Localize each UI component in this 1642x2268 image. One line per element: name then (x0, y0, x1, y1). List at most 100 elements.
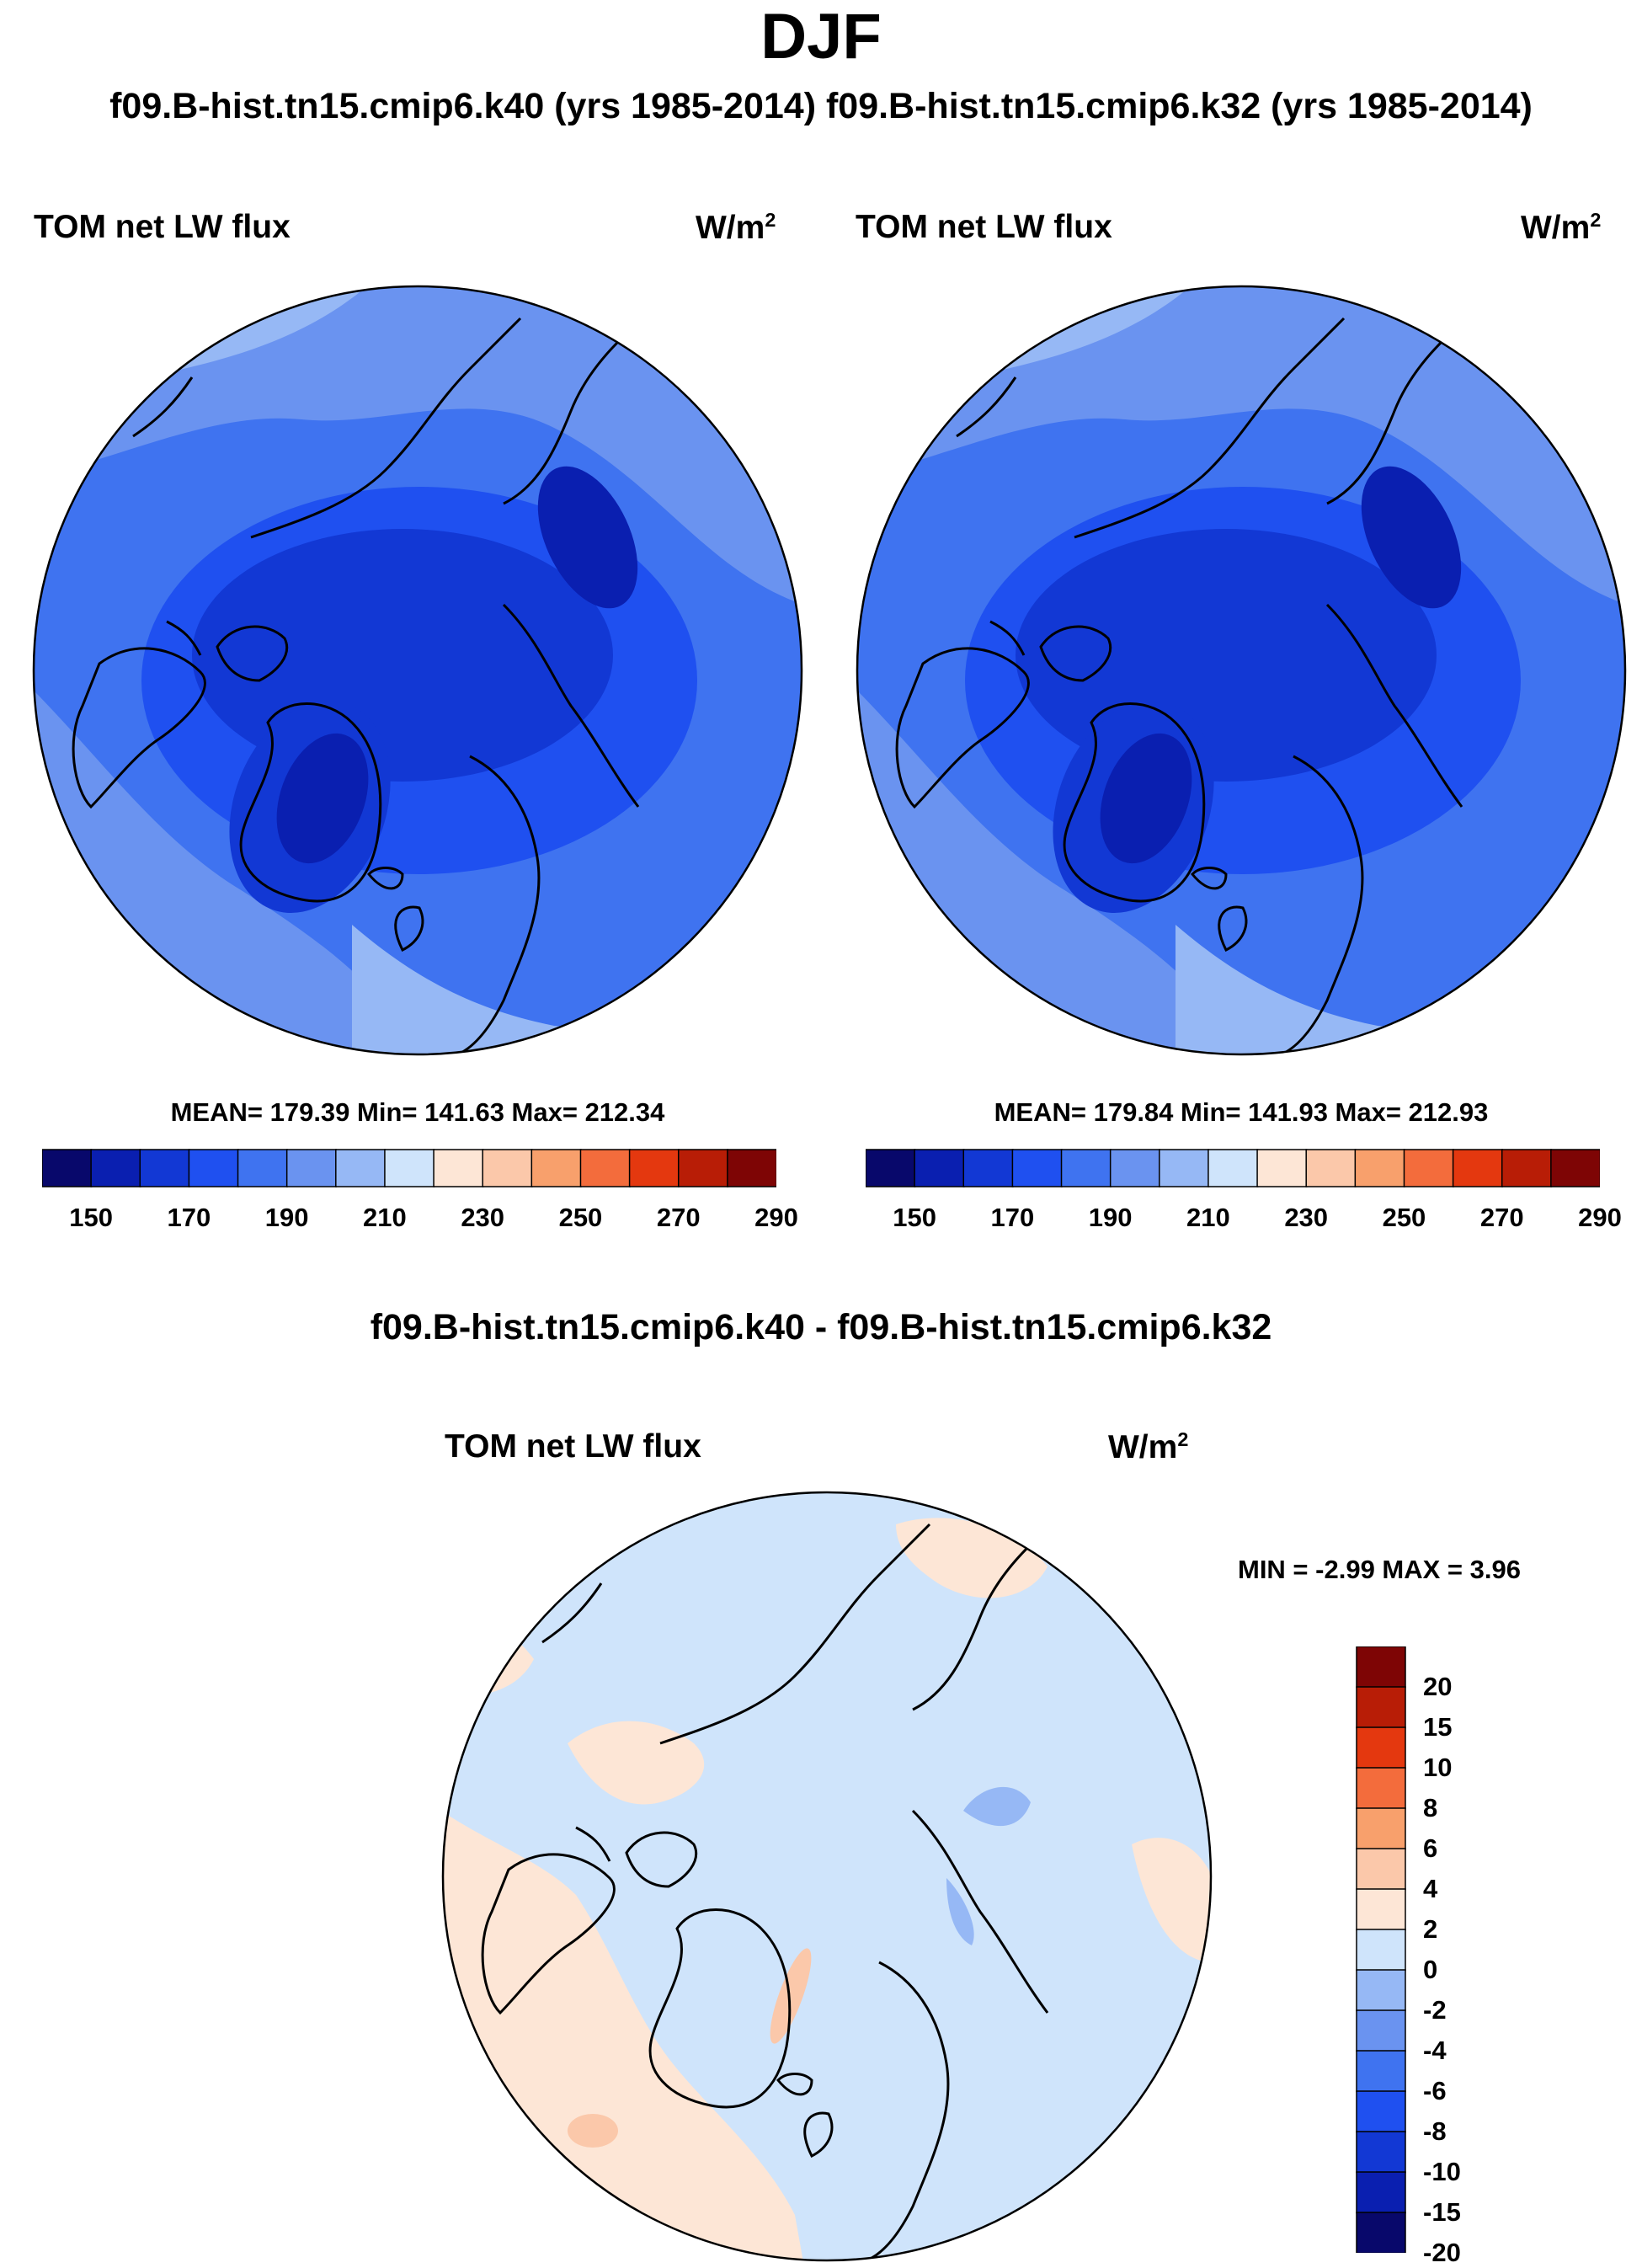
diff-variable-label: TOM net LW flux (445, 1428, 701, 1465)
panel2-colorbar-swatch (866, 1149, 916, 1187)
difference-colorbar-tick-label: -15 (1423, 2197, 1461, 2227)
difference-colorbar-swatch (1356, 1848, 1406, 1891)
panel1-field-core (192, 529, 613, 782)
difference-colorbar-swatch (1356, 1767, 1406, 1810)
panel1-colorbar-swatch (482, 1149, 533, 1187)
panel2-colorbar-swatch (1109, 1149, 1161, 1187)
panel2-colorbar-swatch (1256, 1149, 1308, 1187)
panel2-colorbar-swatch (1550, 1149, 1600, 1187)
diff-field-atlantic-peak (568, 2114, 618, 2148)
panel2-coastlines (895, 308, 1479, 1054)
panel2-colorbar-tick-label: 290 (1578, 1203, 1622, 1232)
panel1-colorbar-ticks: 150 170 190 210 230 250 270 290 (42, 1203, 798, 1236)
difference-colorbar-tick-label: -20 (1423, 2238, 1461, 2267)
panel1-colorbar-tick-label: 270 (656, 1203, 701, 1232)
panel2-colorbar-swatch (1501, 1149, 1553, 1187)
panel1-colorbar-tick-label: 150 (69, 1203, 113, 1232)
panel2-colorbar-swatch (1011, 1149, 1063, 1187)
panel2-colorbar (866, 1149, 1600, 1187)
panel2-field-siberia-core (1361, 466, 1462, 609)
diff-field-east-positive (1132, 1838, 1211, 1962)
panel2-variable-label: TOM net LW flux (856, 209, 1112, 245)
difference-colorbar-swatch (1356, 1726, 1406, 1769)
panel1-field-siberia-core (537, 466, 638, 609)
panel2-colorbar-swatch (1403, 1149, 1454, 1187)
panel1-colorbar (42, 1149, 776, 1187)
panel1-colorbar-swatch (727, 1149, 776, 1187)
panel1-colorbar-swatch (530, 1149, 582, 1187)
panel2-units-label: W/m2 (1521, 209, 1601, 247)
diff-stats: MIN = -2.99 MAX = 3.96 (1238, 1555, 1521, 1584)
panel1-units-exponent: 2 (765, 209, 776, 231)
panel1-colorbar-swatch (677, 1149, 729, 1187)
panel2-colorbar-swatch (914, 1149, 965, 1187)
panel2-colorbar-swatch (1305, 1149, 1357, 1187)
panel1-stats: MEAN= 179.39 Min= 141.63 Max= 212.34 (170, 1097, 665, 1127)
difference-colorbar-swatch (1356, 2090, 1406, 2133)
difference-colorbar-swatch (1356, 2009, 1406, 2052)
difference-colorbar-tick-label: -2 (1423, 1995, 1447, 2025)
panel2-colorbar-swatch (962, 1149, 1014, 1187)
panel1-variable-label: TOM net LW flux (34, 209, 291, 245)
panel1-colorbar-swatch (42, 1149, 93, 1187)
panel1-colorbar-tick-label: 210 (363, 1203, 407, 1232)
difference-colorbar-swatch (1356, 1686, 1406, 1729)
difference-colorbar-tick-label: 6 (1423, 1833, 1438, 1863)
difference-colorbar-swatch (1356, 1969, 1406, 2012)
panel2-colorbar-swatch (1354, 1149, 1405, 1187)
panel2-field-core (1016, 529, 1437, 782)
panel1-colorbar-swatch (433, 1149, 484, 1187)
difference-polar-map (441, 1491, 1213, 2262)
difference-colorbar-tick-label: 0 (1423, 1955, 1438, 1984)
case-titles: f09.B-hist.tn15.cmip6.k40 (yrs 1985-2014… (109, 86, 1533, 126)
difference-colorbar-tick-label: 4 (1423, 1874, 1438, 1903)
difference-colorbar-swatch (1356, 1929, 1406, 1972)
difference-colorbar-swatch (1356, 2050, 1406, 2093)
diff-units: W/m (1108, 1429, 1178, 1465)
panel2-colorbar-swatch (1159, 1149, 1210, 1187)
panel1-colorbar-tick-label: 250 (558, 1203, 603, 1232)
diff-map-border (441, 1491, 1213, 2262)
panel2-field-greenland-core (1100, 733, 1192, 864)
panel2-map-border (856, 285, 1627, 1056)
difference-colorbar-tick-label: 10 (1423, 1753, 1453, 1782)
difference-title: f09.B-hist.tn15.cmip6.k40 - f09.B-hist.t… (370, 1307, 1272, 1347)
panel2-colorbar-tick-label: 170 (990, 1203, 1035, 1232)
difference-colorbar-ticks: 20 15 10 8 6 4 2 0 -2 -4 -6 -8 -10 -15 -20 (1423, 1646, 1524, 2267)
difference-colorbar-tick-label: -10 (1423, 2157, 1461, 2186)
panel2-colorbar-tick-label: 210 (1186, 1203, 1230, 1232)
panel1-colorbar-swatch (139, 1149, 190, 1187)
difference-colorbar-tick-label: 15 (1423, 1712, 1453, 1742)
panel2-field-upper (857, 286, 1625, 605)
difference-colorbar-swatch (1356, 2212, 1406, 2253)
difference-colorbar-tick-label: -6 (1423, 2076, 1447, 2105)
panel2-colorbar-ticks: 150 170 190 210 230 250 270 290 (866, 1203, 1622, 1236)
panel2-polar-map (856, 285, 1627, 1056)
panel2-stats: MEAN= 179.84 Min= 141.93 Max= 212.93 (994, 1097, 1489, 1127)
diff-field-canada-positive (568, 1721, 705, 1805)
difference-colorbar-tick-label: -8 (1423, 2116, 1447, 2146)
panel1-colorbar-swatch (384, 1149, 435, 1187)
panel1-polar-map (32, 285, 803, 1056)
panel2-colorbar-tick-label: 250 (1382, 1203, 1426, 1232)
difference-colorbar-swatch (1356, 2131, 1406, 2174)
panel1-colorbar-swatch (90, 1149, 141, 1187)
panel1-colorbar-swatch (285, 1149, 338, 1187)
panel1-colorbar-tick-label: 230 (461, 1203, 505, 1232)
panel2-colorbar-tick-label: 230 (1284, 1203, 1329, 1232)
difference-colorbar-tick-label: 2 (1423, 1914, 1438, 1944)
difference-colorbar-swatch (1356, 2171, 1406, 2214)
difference-colorbar (1356, 1646, 1406, 2253)
panel1-colorbar-swatch (335, 1149, 387, 1187)
panel1-colorbar-swatch (628, 1149, 680, 1187)
difference-colorbar-swatch (1356, 1646, 1406, 1689)
panel2-colorbar-tick-label: 190 (1088, 1203, 1133, 1232)
panel1-colorbar-swatch (188, 1149, 239, 1187)
panel1-field-greenland-core (276, 733, 369, 864)
difference-colorbar-tick-label: 20 (1423, 1672, 1453, 1701)
difference-colorbar-swatch (1356, 1888, 1406, 1931)
diff-units-label: W/m2 (1108, 1428, 1188, 1466)
panel1-colorbar-swatch (237, 1149, 288, 1187)
panel1-field-upper (34, 286, 802, 605)
panel2-colorbar-tick-label: 150 (893, 1203, 936, 1232)
